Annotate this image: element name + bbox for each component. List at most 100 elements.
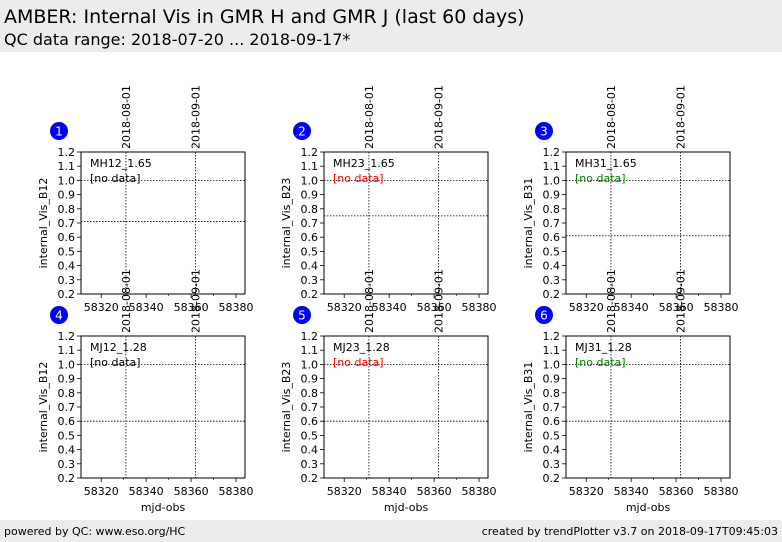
series-label: MJ12_1.28	[90, 341, 147, 354]
date-label: 2018-08-01	[605, 85, 618, 149]
x-axis-label: mjd-obs	[626, 501, 671, 514]
date-label: 2018-08-01	[363, 269, 376, 333]
footer-band: powered by QC: www.eso.org/HC created by…	[0, 520, 782, 542]
date-label: 2018-09-01	[675, 269, 688, 333]
y-tick-label: 0.4	[301, 260, 319, 273]
y-tick-label: 0.8	[301, 387, 319, 400]
no-data-label: [no data]	[90, 172, 141, 185]
y-tick-label: 1.2	[543, 146, 561, 159]
y-tick-label: 0.9	[543, 373, 561, 386]
date-label: 2018-08-01	[363, 85, 376, 149]
y-tick-label: 1.2	[58, 146, 76, 159]
page-title: AMBER: Internal Vis in GMR H and GMR J (…	[4, 6, 525, 28]
x-tick-label: 58340	[372, 485, 407, 498]
y-tick-label: 0.5	[58, 245, 76, 258]
y-tick-label: 0.3	[301, 458, 319, 471]
y-tick-label: 0.7	[301, 217, 319, 230]
y-axis-label: internal_Vis_B12	[37, 362, 50, 453]
y-tick-label: 1.0	[543, 174, 561, 187]
y-tick-label: 1.2	[301, 330, 319, 343]
x-tick-label: 58320	[327, 301, 362, 314]
x-axis-label: mjd-obs	[384, 501, 429, 514]
no-data-label: [no data]	[333, 172, 384, 185]
x-tick-label: 58380	[462, 301, 497, 314]
y-axis-label: internal_Vis_B31	[522, 178, 535, 269]
series-label: MH31_1.65	[575, 157, 637, 170]
y-tick-label: 0.3	[543, 458, 561, 471]
subplot-badge-number: 2	[298, 125, 306, 139]
y-tick-label: 0.9	[58, 373, 76, 386]
subplot-badge	[50, 306, 68, 324]
y-tick-label: 1.0	[301, 358, 319, 371]
date-label: 2018-09-01	[433, 85, 446, 149]
subplot-badge-number: 1	[55, 125, 63, 139]
y-tick-label: 0.2	[543, 472, 561, 485]
y-tick-label: 0.8	[543, 203, 561, 216]
subplot-6: 6 2018-08-01 2018-09-010.20.30.40.50.60.70…	[522, 269, 739, 514]
x-tick-label: 58360	[174, 485, 209, 498]
no-data-label: [no data]	[90, 356, 141, 369]
subplot-badge	[293, 306, 311, 324]
y-tick-label: 0.8	[301, 203, 319, 216]
y-tick-label: 0.9	[301, 373, 319, 386]
y-axis-label: internal_Vis_B12	[37, 178, 50, 269]
x-tick-label: 58380	[462, 485, 497, 498]
footer-credit: powered by QC: www.eso.org/HC	[4, 525, 186, 538]
x-tick-label: 58320	[569, 301, 604, 314]
no-data-label: [no data]	[333, 356, 384, 369]
y-axis-label: internal_Vis_B23	[280, 178, 293, 269]
y-tick-label: 0.3	[58, 274, 76, 287]
y-tick-label: 1.0	[301, 174, 319, 187]
y-tick-label: 1.1	[543, 344, 561, 357]
y-tick-label: 0.6	[301, 231, 319, 244]
x-tick-label: 58380	[219, 485, 254, 498]
subplot-1: 1 2018-08-01 2018-09-010.20.30.40.50.60.70…	[37, 85, 254, 314]
y-tick-label: 0.5	[58, 429, 76, 442]
x-tick-label: 58340	[614, 485, 649, 498]
y-tick-label: 0.3	[301, 274, 319, 287]
series-label: MJ31_1.28	[575, 341, 632, 354]
subplot-badge-number: 4	[55, 309, 63, 323]
page-subtitle: QC data range: 2018-07-20 ... 2018-09-17…	[4, 30, 351, 49]
y-tick-label: 0.4	[301, 444, 319, 457]
y-tick-label: 0.9	[543, 189, 561, 202]
y-tick-label: 0.6	[58, 415, 76, 428]
y-tick-label: 0.8	[58, 387, 76, 400]
x-axis-label: mjd-obs	[141, 501, 186, 514]
y-tick-label: 0.5	[301, 429, 319, 442]
y-tick-label: 0.7	[543, 217, 561, 230]
y-tick-label: 0.4	[543, 444, 561, 457]
y-tick-label: 0.9	[301, 189, 319, 202]
date-label: 2018-09-01	[675, 85, 688, 149]
footer-generator: created by trendPlotter v3.7 on 2018-09-…	[481, 525, 778, 538]
y-tick-label: 0.2	[58, 288, 76, 301]
subplot-badge-number: 6	[540, 309, 548, 323]
y-tick-label: 1.2	[543, 330, 561, 343]
y-axis-label: internal_Vis_B31	[522, 362, 535, 453]
y-tick-label: 0.6	[58, 231, 76, 244]
y-tick-label: 1.0	[58, 174, 76, 187]
y-tick-label: 0.9	[58, 189, 76, 202]
y-tick-label: 0.6	[543, 231, 561, 244]
y-tick-label: 0.4	[58, 444, 76, 457]
x-tick-label: 58380	[219, 301, 254, 314]
y-tick-label: 0.3	[58, 458, 76, 471]
y-tick-label: 1.1	[543, 160, 561, 173]
y-tick-label: 0.8	[543, 387, 561, 400]
series-label: MJ23_1.28	[333, 341, 390, 354]
y-tick-label: 1.0	[543, 358, 561, 371]
y-tick-label: 1.1	[301, 160, 319, 173]
x-tick-label: 58340	[614, 301, 649, 314]
x-tick-label: 58380	[704, 301, 739, 314]
x-tick-label: 58320	[84, 485, 119, 498]
subplot-badge-number: 3	[540, 125, 548, 139]
x-tick-label: 58320	[327, 485, 362, 498]
x-tick-label: 58340	[129, 301, 164, 314]
y-tick-label: 1.1	[58, 160, 76, 173]
date-label: 2018-08-01	[605, 269, 618, 333]
y-tick-label: 0.4	[543, 260, 561, 273]
date-label: 2018-09-01	[190, 269, 203, 333]
y-tick-label: 0.2	[301, 472, 319, 485]
y-tick-label: 0.3	[543, 274, 561, 287]
